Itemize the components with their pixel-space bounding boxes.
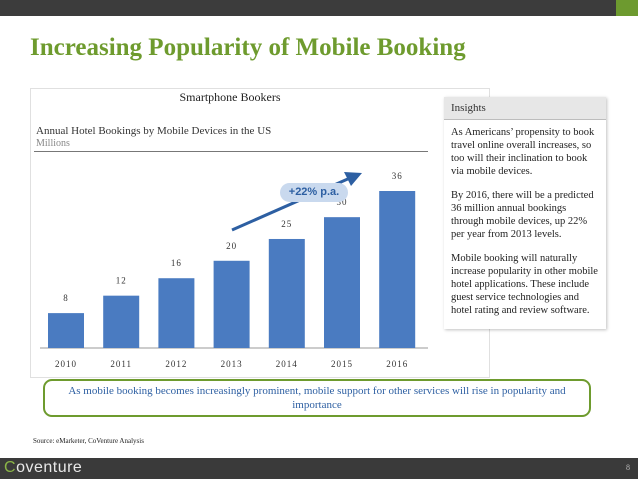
data-label-2016: 36 bbox=[392, 171, 403, 181]
x-tick-2013: 2013 bbox=[221, 359, 243, 369]
bottom-bar: Coventure 8 bbox=[0, 458, 638, 479]
data-label-2015: 30 bbox=[337, 197, 348, 207]
insights-paragraph-1: As Americans’ propensity to book travel … bbox=[451, 127, 595, 177]
insights-paragraph-3: Mobile booking will naturally increase p… bbox=[451, 253, 598, 316]
page-title: Increasing Popularity of Mobile Booking bbox=[30, 34, 466, 61]
x-tick-2015: 2015 bbox=[331, 359, 353, 369]
data-label-2011: 12 bbox=[116, 276, 127, 286]
x-tick-2010: 2010 bbox=[55, 359, 77, 369]
data-label-2012: 16 bbox=[171, 258, 182, 268]
x-tick-2011: 2011 bbox=[110, 359, 132, 369]
data-label-2014: 25 bbox=[281, 219, 292, 229]
trend-arrow-head bbox=[344, 172, 362, 186]
chart-header: Smartphone Bookers bbox=[179, 90, 281, 104]
chart-unit: Millions bbox=[36, 138, 70, 149]
insights-heading: Insights bbox=[444, 97, 606, 120]
x-tick-2014: 2014 bbox=[276, 359, 298, 369]
source-note: Source: eMarketer, CoVenture Analysis bbox=[33, 437, 144, 445]
page-number: 8 bbox=[626, 463, 630, 472]
chart-title: Annual Hotel Bookings by Mobile Devices … bbox=[36, 125, 272, 137]
bar-2013 bbox=[213, 260, 250, 348]
callout-text: As mobile booking becomes increasingly p… bbox=[68, 385, 566, 411]
bar-2015 bbox=[324, 217, 360, 348]
chart-title-rule bbox=[34, 151, 428, 152]
top-bar-accent bbox=[616, 0, 638, 16]
x-tick-2016: 2016 bbox=[386, 359, 408, 369]
x-tick-2012: 2012 bbox=[165, 359, 187, 369]
bar-2010 bbox=[48, 313, 84, 348]
data-label-2013: 20 bbox=[226, 241, 237, 251]
coventure-logo: Coventure bbox=[4, 459, 83, 476]
bar-2014 bbox=[268, 238, 305, 348]
insights-paragraph-2: By 2016, there will be a predicted 36 mi… bbox=[451, 190, 594, 240]
bar-2011 bbox=[103, 295, 140, 348]
callout-box: As mobile booking becomes increasingly p… bbox=[43, 379, 591, 417]
top-bar bbox=[0, 0, 638, 16]
growth-badge: +22% p.a. bbox=[280, 183, 348, 202]
bar-2016 bbox=[379, 191, 416, 348]
bar-2012 bbox=[158, 278, 195, 348]
data-label-2010: 8 bbox=[63, 293, 69, 303]
insights-panel: Insights As Americans’ propensity to boo… bbox=[444, 97, 606, 329]
